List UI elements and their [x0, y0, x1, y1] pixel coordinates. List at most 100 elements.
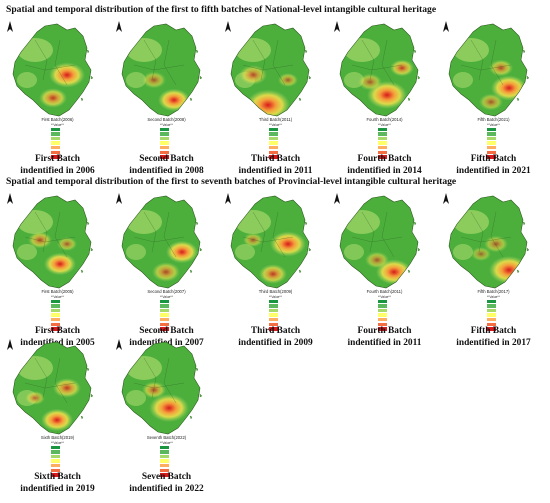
legend-swatch	[378, 327, 387, 331]
map-legend: **Value**	[51, 295, 107, 331]
map-title: Fourth Batch(2014)	[366, 117, 403, 122]
legend-row	[160, 150, 216, 155]
legend-swatch	[51, 127, 60, 131]
caption-batch: Sixth Batch	[34, 472, 81, 482]
legend-swatch	[378, 317, 387, 322]
legend-row	[487, 308, 543, 313]
panel-caption: Second Batch indentified in 2008	[114, 154, 219, 177]
caption-year: indentified in 2022	[129, 483, 204, 494]
provincial-panel: Fourth Batch(2011) **Value** Fourth Batch i…	[332, 192, 437, 357]
region-map	[448, 23, 530, 117]
legend-swatch	[487, 141, 496, 145]
legend-swatch	[487, 304, 496, 308]
legend-row	[160, 463, 216, 468]
map-title: Third Batch(2011)	[258, 117, 293, 122]
legend-row	[160, 313, 216, 318]
legend-swatch	[269, 141, 278, 145]
north-arrow-icon	[116, 21, 122, 32]
legend-swatch	[269, 304, 278, 308]
legend-row	[160, 322, 216, 327]
legend-swatch	[378, 313, 387, 317]
provincial-panel: Second Batch(2007)**Value**Second Batchi…	[114, 192, 219, 357]
map-legend: **Value**	[378, 295, 434, 331]
legend-header: **Value**	[51, 123, 64, 127]
legend-swatch	[160, 463, 169, 468]
legend-row	[51, 132, 107, 137]
legend-row	[160, 304, 216, 309]
legend-row	[487, 299, 543, 304]
legend-row	[487, 327, 543, 332]
legend-header: **Value**	[160, 441, 173, 445]
legend-swatch	[160, 450, 169, 454]
region-map	[121, 195, 203, 289]
legend-row	[269, 145, 325, 150]
caption-year: indentified in 2014	[347, 165, 422, 176]
caption-batch: Fifth Batch	[470, 326, 517, 336]
map-title: Fourth Batch(2011)	[366, 289, 403, 294]
legend-swatch	[487, 322, 496, 326]
region-map	[12, 23, 94, 117]
provincial-heading: Spatial and temporal distribution of the…	[6, 176, 457, 187]
legend-row	[269, 155, 325, 160]
caption-batch: Fourth Batch	[357, 326, 412, 336]
legend-row	[378, 155, 434, 160]
legend-row	[160, 145, 216, 150]
legend-row	[160, 473, 216, 478]
legend-row	[160, 136, 216, 141]
north-arrow-icon	[334, 21, 340, 32]
legend-swatch	[51, 327, 60, 331]
map-legend: **Value**	[160, 441, 216, 477]
north-arrow-icon	[116, 339, 122, 350]
legend-row	[51, 141, 107, 146]
legend-swatch	[487, 313, 496, 317]
map-legend: **Value**	[160, 295, 216, 331]
legend-swatch	[378, 127, 387, 131]
map-legend: **Value**	[51, 441, 107, 477]
legend-swatch	[487, 136, 496, 141]
north-arrow-icon	[225, 21, 231, 32]
region-map	[12, 341, 94, 435]
legend-swatch	[487, 150, 496, 154]
legend-row	[378, 299, 434, 304]
caption-batch: Third Batch	[250, 154, 301, 164]
north-arrow-icon	[7, 339, 13, 350]
legend-swatch	[160, 155, 169, 159]
legend-swatch	[51, 445, 60, 449]
north-arrow-icon	[116, 193, 122, 204]
caption-year: indentified in 2008	[129, 165, 204, 176]
legend-row	[51, 450, 107, 455]
legend-swatch	[269, 317, 278, 322]
caption-batch: First Batch	[34, 154, 81, 164]
legend-swatch	[51, 299, 60, 303]
legend-row	[51, 327, 107, 332]
legend-row	[160, 132, 216, 137]
provincial-panel: Fifth Batch(2017) **Value** Fifth Batch ind…	[441, 192, 546, 357]
legend-row	[487, 313, 543, 318]
legend-row	[160, 327, 216, 332]
legend-swatch	[51, 145, 60, 150]
caption-year: indentified in 2011	[238, 165, 313, 176]
map-title: First Batch(2005)	[41, 289, 74, 294]
legend-swatch	[51, 313, 60, 317]
caption-batch: Second Batch	[139, 326, 194, 336]
legend-header: **Value**	[487, 123, 500, 127]
legend-swatch	[269, 127, 278, 131]
legend-swatch	[51, 473, 60, 477]
national-panel: Second Batch(2008) **Value** Second Batch i…	[114, 20, 219, 185]
legend-row	[51, 473, 107, 478]
legend-row	[269, 299, 325, 304]
north-arrow-icon	[7, 193, 13, 204]
legend-row	[378, 308, 434, 313]
legend-row	[487, 304, 543, 309]
legend-row	[487, 150, 543, 155]
legend-swatch	[378, 304, 387, 308]
region-map	[339, 195, 421, 289]
legend-swatch	[160, 459, 169, 463]
panel-caption: First Batch indentified in 2006	[5, 154, 110, 177]
legend-row	[269, 322, 325, 327]
caption-batch: Second Batch	[139, 154, 194, 164]
legend-swatch	[378, 141, 387, 145]
legend-row	[378, 127, 434, 132]
legend-swatch	[51, 459, 60, 463]
legend-swatch	[51, 132, 60, 136]
